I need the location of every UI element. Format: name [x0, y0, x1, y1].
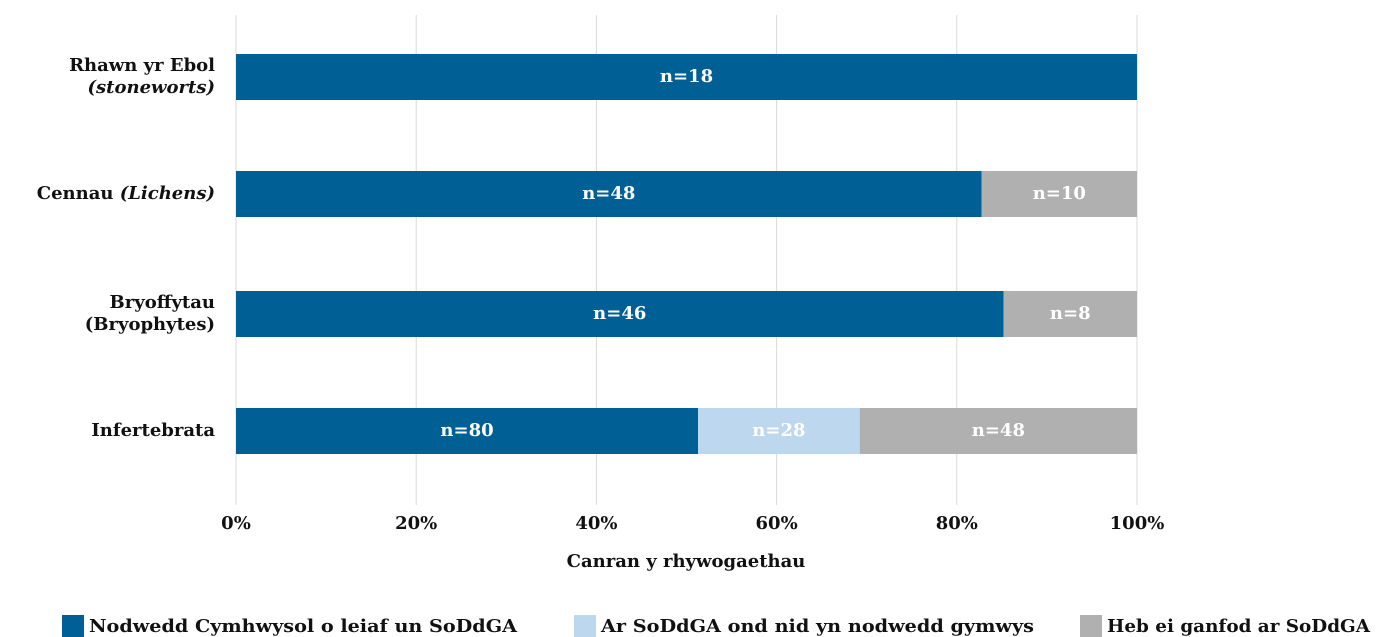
y-tick-label: (stoneworts) — [88, 77, 215, 98]
bar-segment — [859, 408, 1137, 454]
x-tick-label: 60% — [756, 513, 798, 534]
x-tick-label: 80% — [936, 513, 978, 534]
bar-segment — [236, 408, 699, 454]
legend-swatch — [574, 615, 596, 637]
y-tick-label: Infertebrata — [91, 420, 215, 441]
y-tick-label-part: (Bryophytes) — [85, 314, 215, 335]
data-label: n=8 — [1050, 303, 1091, 324]
data-label: n=10 — [1033, 183, 1086, 204]
bar-segment — [1003, 291, 1137, 337]
x-tick-label: 100% — [1110, 513, 1165, 534]
data-label: n=80 — [440, 420, 493, 441]
legend-label: Ar SoDdGA ond nid yn nodwedd gymwys — [600, 616, 1034, 637]
bar-segment — [698, 408, 860, 454]
x-tick-label: 20% — [395, 513, 437, 534]
data-label: n=18 — [660, 66, 713, 87]
legend-label: Heb ei ganfod ar SoDdGA — [1107, 616, 1371, 637]
y-tick-label: Rhawn yr Ebol — [69, 55, 215, 76]
bar-segment — [236, 54, 1137, 100]
bar-segment — [981, 171, 1137, 217]
y-tick-label-part: Infertebrata — [91, 420, 215, 441]
y-tick-label-part: Bryoffytau — [110, 292, 215, 313]
y-tick-label: Cennau (Lichens) — [37, 183, 215, 204]
y-tick-label: Bryoffytau — [110, 292, 215, 313]
data-label: n=48 — [582, 183, 635, 204]
data-label: n=46 — [593, 303, 646, 324]
data-label: n=28 — [752, 420, 805, 441]
y-tick-label-part: (Lichens) — [113, 183, 215, 204]
bar-segment — [236, 291, 1004, 337]
x-tick-label: 40% — [575, 513, 617, 534]
bar-segment — [236, 171, 982, 217]
legend-swatch — [1080, 615, 1102, 637]
legend-label: Nodwedd Cymhwysol o leiaf un SoDdGA — [89, 616, 518, 637]
x-tick-label: 0% — [221, 513, 251, 534]
y-tick-label: (Bryophytes) — [85, 314, 215, 335]
y-tick-label-part: Rhawn yr Ebol — [69, 55, 215, 76]
data-label: n=48 — [972, 420, 1025, 441]
y-tick-label-part: (stoneworts) — [88, 77, 215, 98]
y-tick-label-part: Cennau — [37, 183, 114, 204]
x-axis-title: Canran y rhywogaethau — [567, 551, 806, 572]
legend-swatch — [62, 615, 84, 637]
